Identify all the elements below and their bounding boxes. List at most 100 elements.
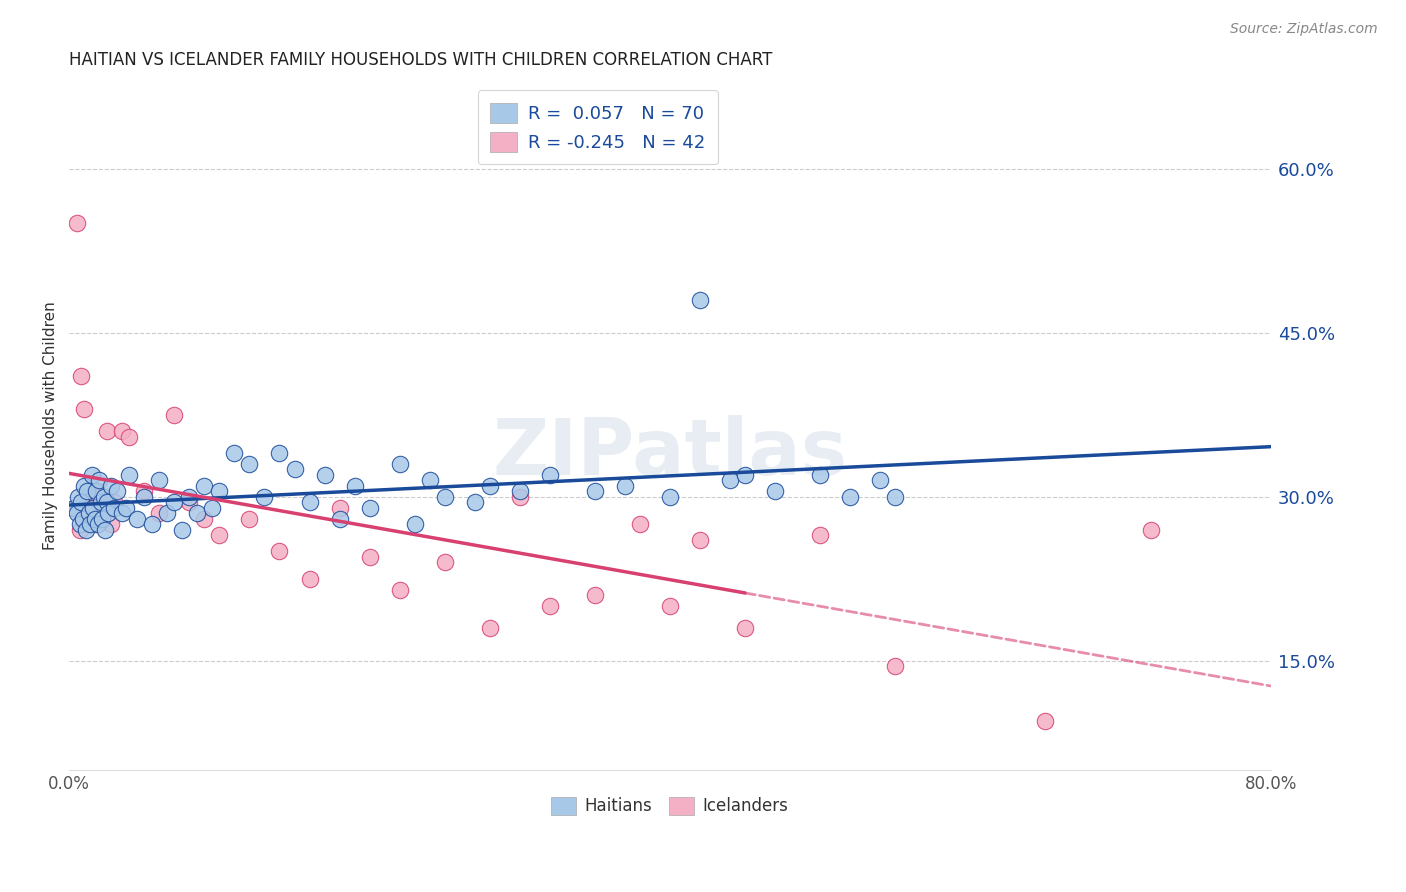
Point — [478, 479, 501, 493]
Point — [118, 429, 141, 443]
Point — [208, 484, 231, 499]
Point — [134, 490, 156, 504]
Point — [80, 500, 103, 515]
Point — [509, 484, 531, 499]
Point — [314, 467, 336, 482]
Point — [193, 511, 215, 525]
Point — [105, 484, 128, 499]
Point — [115, 500, 138, 515]
Point — [359, 500, 381, 515]
Point — [100, 517, 122, 532]
Point — [62, 500, 84, 515]
Point — [884, 490, 907, 504]
Point — [1139, 523, 1161, 537]
Point — [343, 479, 366, 493]
Point — [298, 495, 321, 509]
Point — [76, 484, 98, 499]
Point — [96, 424, 118, 438]
Point — [734, 621, 756, 635]
Point — [163, 408, 186, 422]
Point — [208, 528, 231, 542]
Point — [538, 467, 561, 482]
Point — [97, 506, 120, 520]
Point — [70, 495, 93, 509]
Point — [388, 582, 411, 597]
Point — [156, 506, 179, 520]
Point — [77, 490, 100, 504]
Point — [70, 369, 93, 384]
Point — [91, 511, 114, 525]
Point — [69, 517, 91, 532]
Point — [111, 424, 134, 438]
Point — [583, 484, 606, 499]
Point — [433, 555, 456, 569]
Point — [118, 467, 141, 482]
Point — [659, 490, 682, 504]
Point — [75, 506, 97, 520]
Point — [79, 517, 101, 532]
Point — [509, 490, 531, 504]
Point — [404, 517, 426, 532]
Point — [75, 523, 97, 537]
Point — [283, 462, 305, 476]
Point — [96, 495, 118, 509]
Point — [763, 484, 786, 499]
Point — [89, 473, 111, 487]
Point — [91, 511, 114, 525]
Point — [734, 467, 756, 482]
Point — [689, 293, 711, 307]
Point — [298, 572, 321, 586]
Point — [87, 517, 110, 532]
Point — [82, 500, 104, 515]
Point — [718, 473, 741, 487]
Point — [253, 490, 276, 504]
Point — [884, 659, 907, 673]
Text: ZIPatlas: ZIPatlas — [492, 415, 848, 491]
Point — [388, 457, 411, 471]
Point — [808, 467, 831, 482]
Point — [179, 490, 201, 504]
Point — [69, 523, 91, 537]
Point — [148, 473, 170, 487]
Point — [80, 467, 103, 482]
Point — [869, 473, 891, 487]
Y-axis label: Family Households with Children: Family Households with Children — [44, 301, 58, 550]
Point — [1035, 714, 1057, 728]
Point — [583, 588, 606, 602]
Point — [62, 500, 84, 515]
Point — [839, 490, 862, 504]
Point — [224, 446, 246, 460]
Point — [134, 484, 156, 499]
Point — [659, 599, 682, 613]
Point — [808, 528, 831, 542]
Point — [111, 506, 134, 520]
Point — [84, 484, 107, 499]
Point — [163, 495, 186, 509]
Point — [179, 495, 201, 509]
Legend: Haitians, Icelanders: Haitians, Icelanders — [543, 789, 797, 823]
Point — [689, 533, 711, 548]
Point — [269, 544, 291, 558]
Point — [433, 490, 456, 504]
Point — [419, 473, 441, 487]
Point — [141, 517, 163, 532]
Point — [67, 490, 90, 504]
Point — [329, 500, 352, 515]
Text: Source: ZipAtlas.com: Source: ZipAtlas.com — [1230, 22, 1378, 37]
Point — [77, 506, 100, 520]
Point — [73, 402, 96, 417]
Point — [84, 484, 107, 499]
Point — [103, 495, 125, 509]
Point — [186, 506, 208, 520]
Point — [329, 511, 352, 525]
Point — [100, 479, 122, 493]
Point — [83, 517, 105, 532]
Point — [89, 490, 111, 504]
Point — [66, 506, 89, 520]
Point — [103, 500, 125, 515]
Point — [628, 517, 651, 532]
Point — [66, 217, 89, 231]
Point — [125, 511, 148, 525]
Point — [359, 549, 381, 564]
Point — [72, 511, 94, 525]
